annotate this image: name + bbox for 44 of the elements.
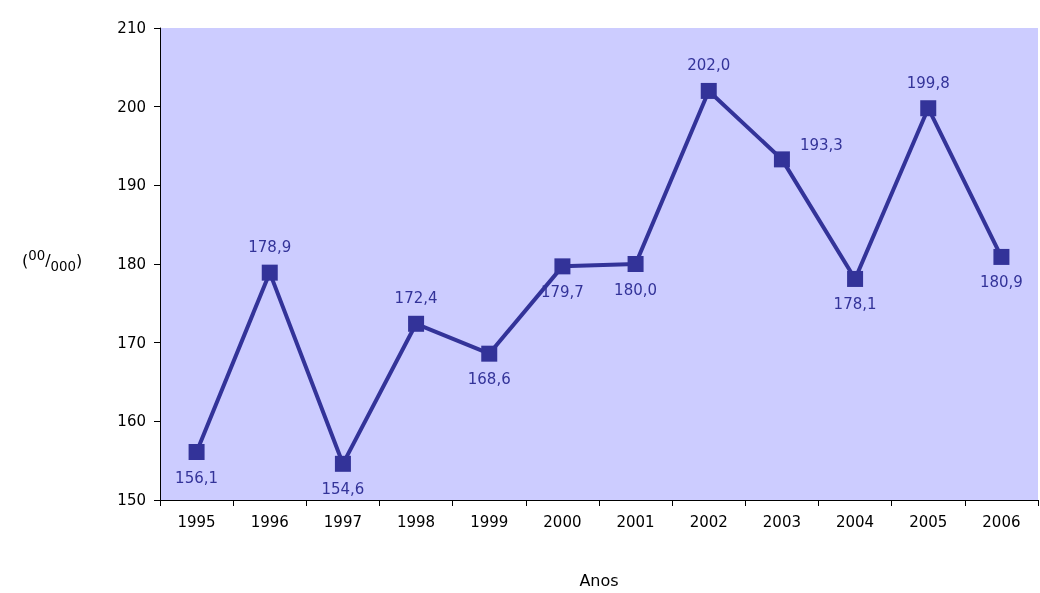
x-tick-label: 2005 xyxy=(909,512,948,531)
y-tick-label: 190 xyxy=(117,176,146,195)
point xyxy=(700,82,717,99)
point xyxy=(408,315,425,332)
point xyxy=(920,100,937,117)
y-axis-title: ($^{00}$/$_{000}$) xyxy=(22,248,83,274)
y-tick-label: 200 xyxy=(117,97,146,116)
y-tick-label: 160 xyxy=(117,412,146,431)
y-tick-label: 150 xyxy=(117,491,146,509)
x-tick-label: 2002 xyxy=(689,512,728,531)
x-tick-label: 1999 xyxy=(470,512,509,531)
data-label: 178,1 xyxy=(833,295,877,314)
point xyxy=(334,455,351,472)
data-label: 180,9 xyxy=(979,273,1023,292)
data-label: 156,1 xyxy=(175,468,219,487)
point xyxy=(773,151,790,168)
point xyxy=(554,258,571,275)
x-tick-label: 2000 xyxy=(543,512,582,531)
y-tick-label: 170 xyxy=(117,333,146,352)
point xyxy=(188,444,205,461)
x-tick-label: 1995 xyxy=(177,512,216,531)
data-label: 180,0 xyxy=(614,280,658,299)
y-tick-label: 210 xyxy=(117,19,146,37)
data-label: 154,6 xyxy=(321,480,365,499)
point xyxy=(627,256,644,272)
x-tick-label: 2003 xyxy=(762,512,802,531)
point xyxy=(847,270,864,287)
x-tick-label: 1996 xyxy=(250,512,289,531)
point xyxy=(993,248,1010,265)
point xyxy=(481,345,498,362)
data-label: 172,4 xyxy=(394,289,438,308)
x-tick-label: 2004 xyxy=(835,512,875,531)
data-label: 178,9 xyxy=(248,238,292,257)
point xyxy=(261,264,278,281)
data-label: 193,3 xyxy=(799,136,843,155)
x-tick-label: 2006 xyxy=(982,512,1021,531)
x-axis-title: Anos xyxy=(579,570,619,590)
x-tick-label: 1997 xyxy=(323,512,363,531)
x-tick-label: 1998 xyxy=(396,512,436,531)
y-tick-label: 180 xyxy=(117,255,146,273)
data-label: 199,8 xyxy=(906,73,950,92)
data-label: 168,6 xyxy=(467,370,511,389)
data-label: 202,0 xyxy=(687,56,731,75)
x-tick-label: 2001 xyxy=(616,512,655,531)
